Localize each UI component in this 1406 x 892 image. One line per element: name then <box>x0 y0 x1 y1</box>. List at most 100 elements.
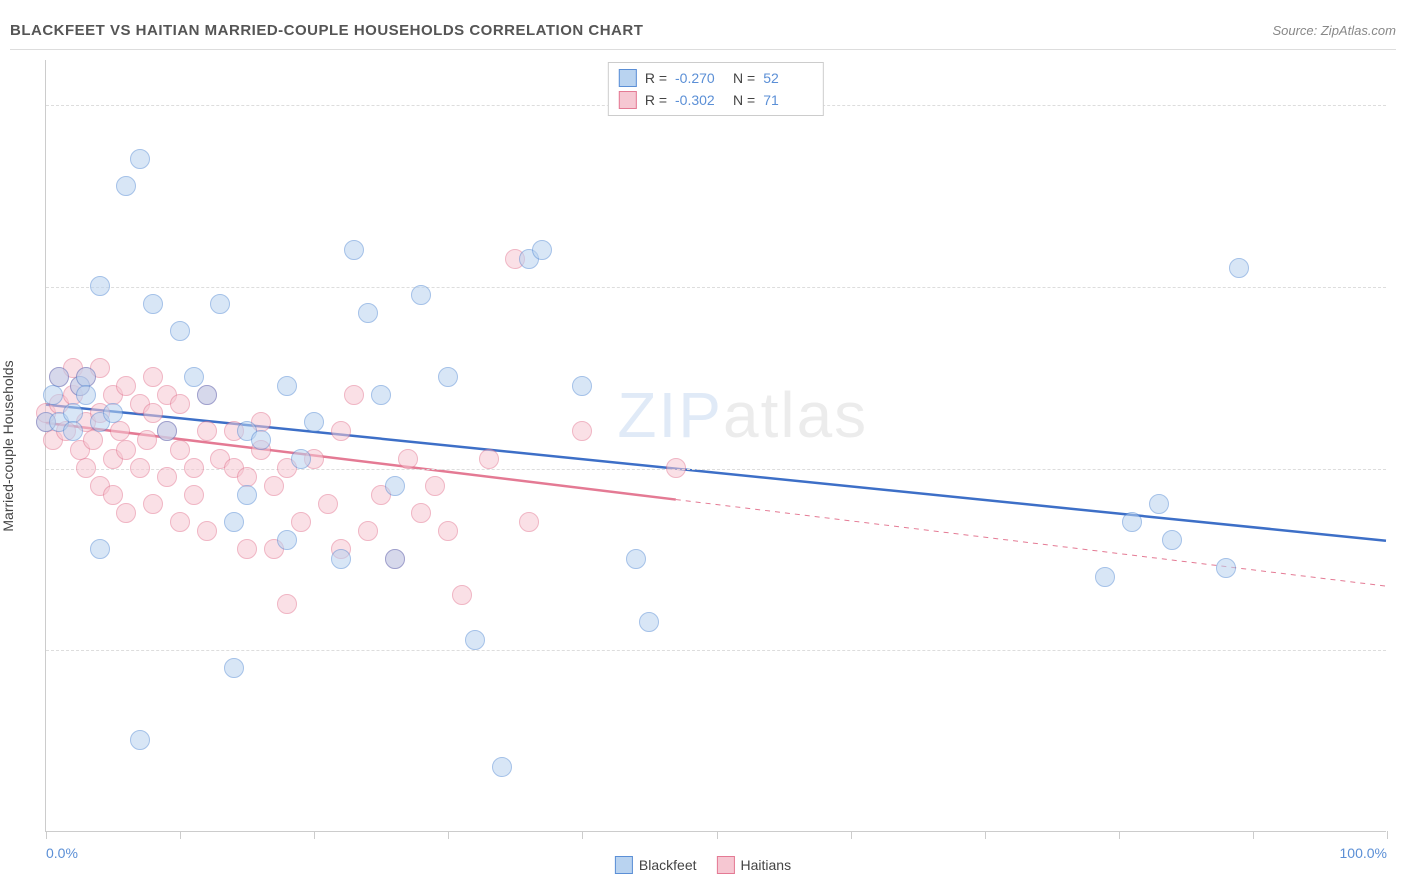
scatter-point-blackfeet <box>277 530 297 550</box>
x-tick <box>1253 831 1254 839</box>
scatter-point-blackfeet <box>1122 512 1142 532</box>
scatter-point-haitians <box>237 539 257 559</box>
trend-lines <box>46 60 1386 831</box>
scatter-point-blackfeet <box>90 539 110 559</box>
scatter-point-haitians <box>344 385 364 405</box>
scatter-point-haitians <box>170 440 190 460</box>
x-tick <box>985 831 986 839</box>
scatter-point-blackfeet <box>1162 530 1182 550</box>
chart-container: BLACKFEET VS HAITIAN MARRIED-COUPLE HOUS… <box>0 0 1406 892</box>
scatter-point-haitians <box>411 503 431 523</box>
legend-r-value: -0.302 <box>675 89 725 111</box>
chart-source: Source: ZipAtlas.com <box>1272 23 1396 38</box>
scatter-point-haitians <box>318 494 338 514</box>
x-tick <box>180 831 181 839</box>
watermark: ZIPatlas <box>617 378 868 452</box>
scatter-point-haitians <box>157 467 177 487</box>
legend-n-value: 71 <box>763 89 813 111</box>
plot-area: Married-couple Households ZIPatlas R = -… <box>45 60 1386 832</box>
scatter-point-haitians <box>170 512 190 532</box>
x-tick <box>851 831 852 839</box>
scatter-point-haitians <box>398 449 418 469</box>
scatter-point-blackfeet <box>371 385 391 405</box>
scatter-point-blackfeet <box>76 367 96 387</box>
scatter-point-blackfeet <box>277 376 297 396</box>
scatter-point-blackfeet <box>532 240 552 260</box>
legend-n-label: N = <box>733 67 755 89</box>
source-name: ZipAtlas.com <box>1321 23 1396 38</box>
gridline-h <box>46 287 1386 288</box>
x-tick <box>46 831 47 839</box>
scatter-point-haitians <box>103 485 123 505</box>
scatter-point-haitians <box>479 449 499 469</box>
scatter-point-blackfeet <box>1229 258 1249 278</box>
scatter-point-haitians <box>110 421 130 441</box>
scatter-point-blackfeet <box>572 376 592 396</box>
legend-n-value: 52 <box>763 67 813 89</box>
legend-swatch-blackfeet <box>619 69 637 87</box>
scatter-point-blackfeet <box>438 367 458 387</box>
y-tick-label: 40.0% <box>1391 461 1406 477</box>
scatter-point-haitians <box>197 521 217 541</box>
x-tick <box>314 831 315 839</box>
x-tick <box>1119 831 1120 839</box>
scatter-point-blackfeet <box>224 512 244 532</box>
scatter-point-blackfeet <box>49 367 69 387</box>
scatter-point-haitians <box>170 394 190 414</box>
scatter-point-haitians <box>331 421 351 441</box>
scatter-point-blackfeet <box>291 449 311 469</box>
x-tick-label-right: 100.0% <box>1340 845 1387 861</box>
scatter-point-blackfeet <box>63 403 83 423</box>
scatter-point-haitians <box>143 403 163 423</box>
scatter-point-haitians <box>197 421 217 441</box>
scatter-point-blackfeet <box>157 421 177 441</box>
scatter-point-blackfeet <box>639 612 659 632</box>
scatter-point-blackfeet <box>385 476 405 496</box>
legend-stats-row: R = -0.270 N = 52 <box>619 67 813 89</box>
scatter-point-blackfeet <box>184 367 204 387</box>
scatter-point-blackfeet <box>251 430 271 450</box>
scatter-point-haitians <box>237 467 257 487</box>
legend-swatch-haitians <box>717 856 735 874</box>
scatter-point-blackfeet <box>1095 567 1115 587</box>
scatter-point-blackfeet <box>304 412 324 432</box>
scatter-point-haitians <box>184 485 204 505</box>
y-axis-title: Married-couple Households <box>0 360 16 531</box>
scatter-point-haitians <box>143 494 163 514</box>
scatter-point-blackfeet <box>103 403 123 423</box>
chart-title: BLACKFEET VS HAITIAN MARRIED-COUPLE HOUS… <box>10 22 643 39</box>
legend-r-label: R = <box>645 67 667 89</box>
legend-stats-box: R = -0.270 N = 52 R = -0.302 N = 71 <box>608 62 824 116</box>
scatter-point-blackfeet <box>210 294 230 314</box>
legend-series: Blackfeet Haitians <box>615 856 791 874</box>
scatter-point-blackfeet <box>411 285 431 305</box>
scatter-point-blackfeet <box>358 303 378 323</box>
scatter-point-blackfeet <box>331 549 351 569</box>
scatter-point-haitians <box>116 440 136 460</box>
scatter-point-blackfeet <box>197 385 217 405</box>
legend-label: Haitians <box>741 857 792 873</box>
source-prefix: Source: <box>1272 23 1320 38</box>
scatter-point-haitians <box>519 512 539 532</box>
y-tick-label: 20.0% <box>1391 642 1406 658</box>
scatter-point-blackfeet <box>1149 494 1169 514</box>
scatter-point-haitians <box>143 367 163 387</box>
scatter-point-haitians <box>291 512 311 532</box>
x-tick <box>582 831 583 839</box>
scatter-point-haitians <box>116 503 136 523</box>
scatter-point-haitians <box>116 376 136 396</box>
scatter-point-blackfeet <box>130 730 150 750</box>
scatter-point-blackfeet <box>492 757 512 777</box>
scatter-point-blackfeet <box>143 294 163 314</box>
x-tick <box>448 831 449 839</box>
scatter-point-blackfeet <box>43 385 63 405</box>
y-tick-label: 80.0% <box>1391 97 1406 113</box>
y-tick-label: 60.0% <box>1391 279 1406 295</box>
scatter-point-blackfeet <box>385 549 405 569</box>
scatter-point-haitians <box>438 521 458 541</box>
scatter-point-blackfeet <box>626 549 646 569</box>
legend-r-label: R = <box>645 89 667 111</box>
plot-inner: ZIPatlas R = -0.270 N = 52 R = -0.302 N … <box>46 60 1386 831</box>
x-tick <box>717 831 718 839</box>
scatter-point-haitians <box>452 585 472 605</box>
